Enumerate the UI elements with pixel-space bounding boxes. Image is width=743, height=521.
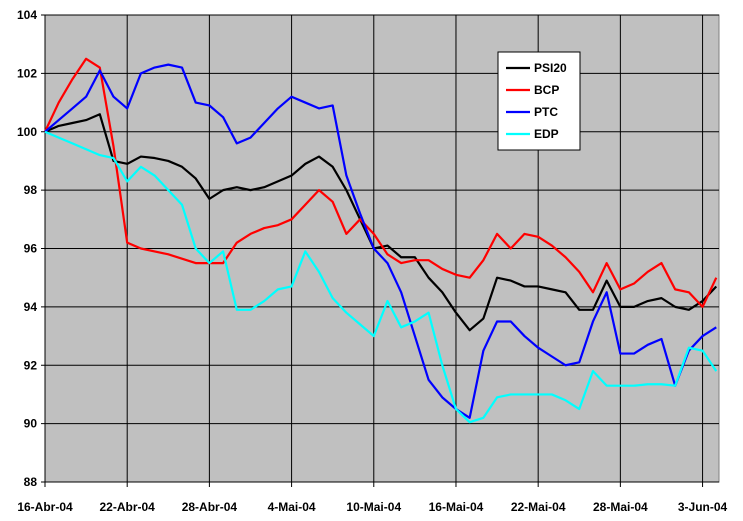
y-tick-label: 92 <box>24 358 38 372</box>
y-tick-label: 88 <box>24 475 38 489</box>
legend-label: EDP <box>534 127 559 141</box>
y-tick-label: 94 <box>24 300 38 314</box>
x-tick-label: 28-Abr-04 <box>182 500 238 514</box>
y-tick-label: 100 <box>17 125 37 139</box>
y-tick-label: 102 <box>17 66 37 80</box>
series-line <box>44 113 718 332</box>
y-tick-label: 96 <box>24 242 38 256</box>
legend-label: PTC <box>534 105 558 119</box>
x-tick-label: 28-Mai-04 <box>593 500 648 514</box>
series-line <box>44 63 717 419</box>
x-tick-label: 4-Mai-04 <box>268 500 316 514</box>
x-tick-label: 16-Abr-04 <box>17 500 73 514</box>
x-tick-label: 16-Mai-04 <box>429 500 484 514</box>
y-tick-label: 104 <box>17 8 37 22</box>
y-tick-label: 98 <box>24 183 38 197</box>
series-line <box>44 57 718 308</box>
legend-label: PSI20 <box>534 61 567 75</box>
x-tick-label: 3-Jun-04 <box>678 500 728 514</box>
legend-label: BCP <box>534 83 559 97</box>
x-tick-label: 22-Abr-04 <box>100 500 156 514</box>
x-tick-label: 10-Mai-04 <box>346 500 401 514</box>
series-line <box>44 130 718 424</box>
x-tick-label: 22-Mai-04 <box>511 500 566 514</box>
y-tick-label: 90 <box>24 417 38 431</box>
